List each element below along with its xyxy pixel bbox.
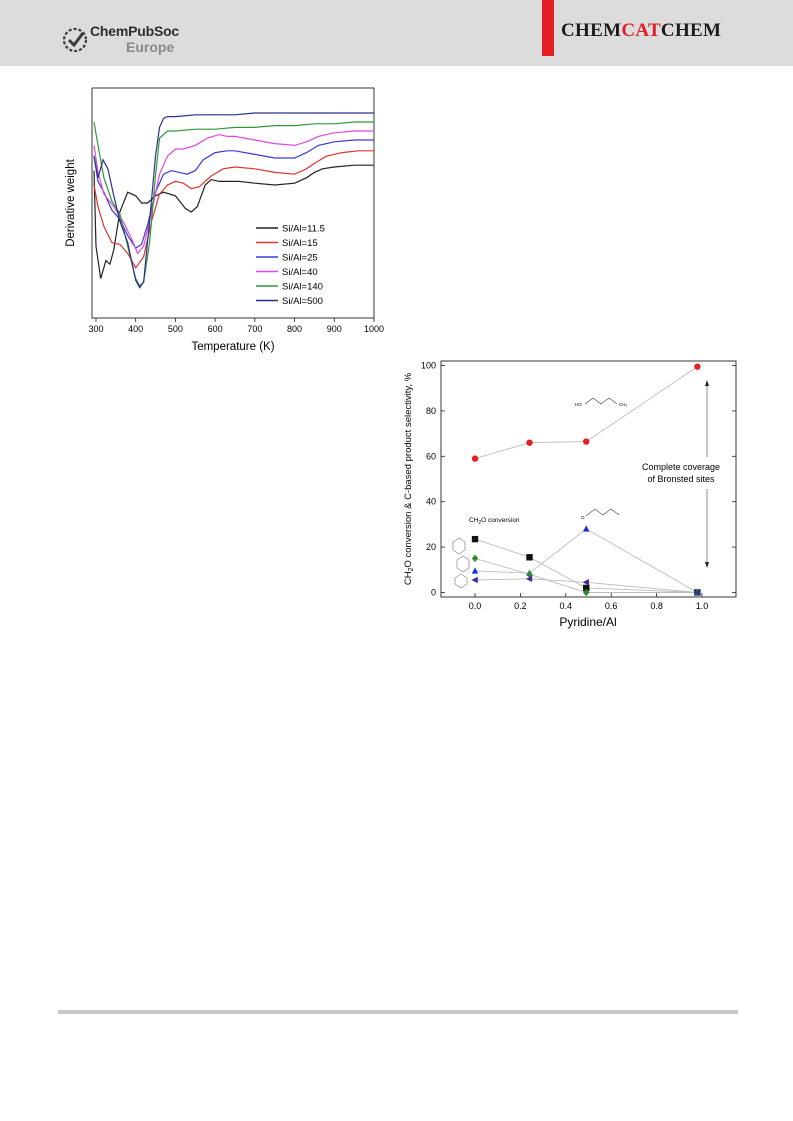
titration-point-triangle-left <box>582 579 589 586</box>
journal-title-part1: CHEM <box>561 20 622 41</box>
titration-connector-4 <box>474 578 698 593</box>
publisher-logo: ChemPubSoc Europe <box>60 23 190 57</box>
journal-title: CHEMCATCHEM <box>561 20 721 42</box>
titration-connector-2 <box>474 528 698 593</box>
titration-point-triangle-up <box>471 567 479 574</box>
dtg-series <box>93 112 374 289</box>
titration-connector-3 <box>474 557 698 593</box>
journal-title-part3: CHEM <box>660 20 722 41</box>
titration-x-tick-label: 0.8 <box>650 601 663 611</box>
chempubsoc-badge-icon <box>62 27 88 53</box>
dtg-y-axis-label: Derivative weight <box>65 158 77 246</box>
titration-markers <box>471 363 701 597</box>
titration-point-diamond <box>526 570 533 579</box>
titration-point-square <box>526 554 533 561</box>
titration-point-circle <box>694 363 701 370</box>
dtg-x-tick-label: 900 <box>327 324 342 334</box>
dtg-legend-label: Si/Al=500 <box>282 296 323 307</box>
titration-point-triangle-left <box>693 589 701 596</box>
titration-point-diamond <box>583 588 590 597</box>
dtg-series-line-0 <box>93 164 374 279</box>
titration-connector-0 <box>474 366 698 460</box>
titration-point-triangle-left <box>525 575 533 583</box>
titration-y-tick-label: 0 <box>431 587 436 597</box>
svg-text:CH₃: CH₃ <box>619 402 627 407</box>
dtg-legend-label: Si/Al=40 <box>282 267 318 278</box>
dtg-series-line-5 <box>93 112 374 289</box>
coverage-note-line2: of Bronsted sites <box>647 474 715 484</box>
titration-x-tick-label: 0.2 <box>514 601 527 611</box>
titration-x-tick-label: 0.0 <box>469 601 482 611</box>
titration-connector-1 <box>474 538 698 593</box>
titration-point-square <box>471 535 479 543</box>
titration-y-tick-label: 100 <box>421 361 436 371</box>
dtg-legend-label: Si/Al=11.5 <box>282 224 325 235</box>
titration-y-tick-label: 60 <box>426 451 436 461</box>
dtg-legend-label: Si/Al=140 <box>282 282 323 293</box>
titration-connector-lines <box>474 366 698 593</box>
coverage-arrow <box>705 380 709 568</box>
journal-title-part2: CAT <box>621 20 661 41</box>
dtg-legend-label: Si/Al=25 <box>282 253 318 264</box>
titration-y-tick-label: 40 <box>426 497 436 507</box>
titration-x-tick-label: 0.4 <box>560 601 573 611</box>
header-band <box>0 0 793 66</box>
titration-x-tick-label: 1.0 <box>696 601 709 611</box>
dtg-series-line-3 <box>93 130 374 255</box>
molecule-structure-hydroxy: HO CH₃ <box>575 397 627 407</box>
titration-point-circle <box>526 439 533 446</box>
dtg-plot-frame <box>91 87 375 319</box>
footer-rule <box>58 1010 738 1014</box>
titration-point-triangle-left <box>471 576 478 584</box>
svg-text:O: O <box>581 515 585 520</box>
titration-axes: 0.0 0.2 0.4 0.6 0.8 1.0 0 20 40 60 80 100 <box>421 361 736 611</box>
publisher-region: Europe <box>126 39 175 55</box>
dtg-x-tick-label: 700 <box>247 324 262 334</box>
dtg-legend: Si/Al=11.5 Si/Al=15 Si/Al=25 Si/Al=40 Si/Al=… <box>256 224 325 307</box>
dtg-x-tick-label: 300 <box>88 324 103 334</box>
molecule-structure-aldehyde: O <box>581 508 620 520</box>
dtg-legend-label: Si/Al=15 <box>282 238 318 249</box>
titration-y-tick-label: 80 <box>426 406 436 416</box>
titration-point-circle <box>583 438 590 445</box>
dtg-x-tick-label: 800 <box>287 324 302 334</box>
dtg-figure: 300 400 500 600 700 800 900 1000 Si/Al=11.5Si/A… <box>65 87 384 353</box>
dtg-series-line-1 <box>93 150 374 269</box>
journal-accent-bar <box>542 0 554 56</box>
dtg-x-tick-label: 500 <box>168 324 183 334</box>
coverage-note-line1: Complete coverage <box>642 462 720 472</box>
svg-text:HO: HO <box>575 402 582 407</box>
molecule-structure-aromatics <box>452 537 470 589</box>
dtg-x-tick-label: 1000 <box>364 324 384 334</box>
dtg-series-line-4 <box>93 121 374 287</box>
dtg-x-axis: 300 400 500 600 700 800 900 1000 <box>88 318 384 334</box>
dtg-x-tick-label: 400 <box>128 324 143 334</box>
titration-y-axis-label: CH2O conversion & C-based product select… <box>403 372 415 585</box>
conversion-annotation: CH2O conversion <box>469 517 520 526</box>
titration-point-triangle-up <box>583 525 590 532</box>
titration-point-square <box>583 584 590 592</box>
dtg-x-tick-label: 600 <box>208 324 223 334</box>
dtg-x-axis-label: Temperature (K) <box>191 341 274 353</box>
titration-point-circle <box>471 455 479 462</box>
titration-plot-frame <box>440 360 737 598</box>
publisher-name: ChemPubSoc <box>90 23 180 39</box>
titration-x-axis-label: Pyridine/Al <box>559 615 616 629</box>
titration-y-tick-label: 20 <box>426 542 436 552</box>
titration-x-tick-label: 0.6 <box>605 601 618 611</box>
